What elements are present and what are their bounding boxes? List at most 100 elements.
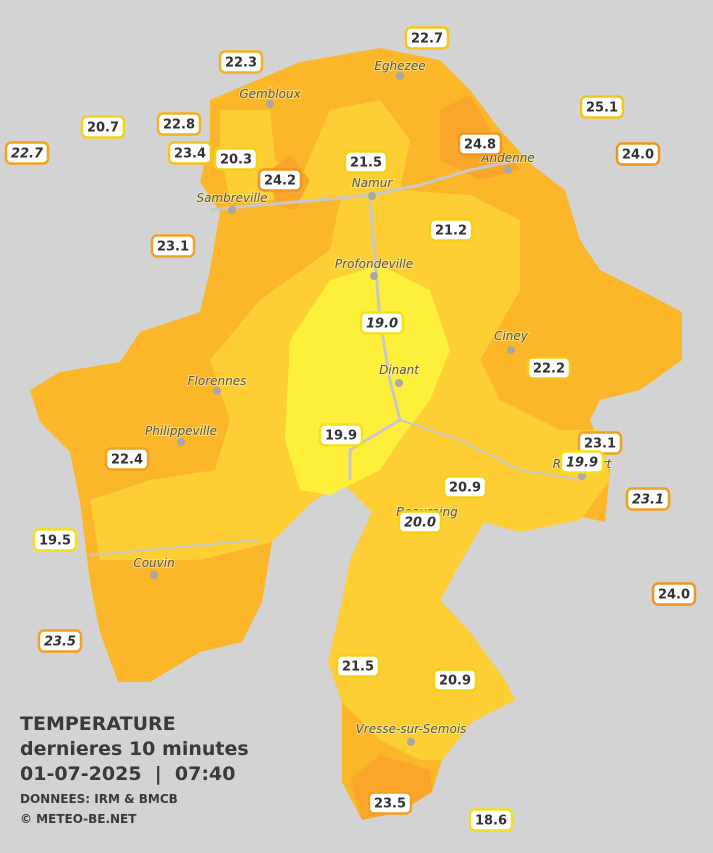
- station-box: [318, 423, 364, 447]
- station-box: [404, 26, 450, 50]
- station-box: [80, 115, 126, 139]
- city-dot: [266, 100, 274, 108]
- city-label: Couvin: [133, 556, 174, 570]
- station-temp: 21.5: [342, 660, 374, 675]
- station-box: [104, 447, 150, 471]
- station-temp: 18.6: [475, 814, 507, 829]
- station-temp: 21.2: [435, 224, 467, 239]
- station: 22.4: [104, 447, 150, 471]
- city-dot: [150, 571, 158, 579]
- station: 19.9: [318, 423, 364, 447]
- source: DONNEES: IRM & BMCB: [20, 792, 178, 806]
- station-box: [397, 510, 443, 534]
- station-temp: 23.4: [174, 147, 206, 162]
- station-temp: 19.9: [566, 456, 598, 471]
- station: 19.9: [559, 450, 605, 474]
- station-box: [457, 132, 503, 156]
- station-temp: 22.4: [111, 453, 143, 468]
- station-temp: 22.7: [411, 32, 443, 47]
- city-dot: [507, 346, 515, 354]
- city-label: Eghezee: [374, 59, 425, 73]
- station: 18.6: [468, 808, 514, 832]
- station-box: [526, 356, 572, 380]
- station-temp: 22.8: [163, 118, 195, 133]
- station-temp: 20.7: [87, 121, 119, 136]
- station-temp: 20.9: [439, 674, 471, 689]
- station: 19.0: [359, 311, 405, 335]
- station-box: [468, 808, 514, 832]
- station: 21.2: [428, 218, 474, 242]
- station-box: [37, 629, 83, 653]
- city-dot: [504, 166, 512, 174]
- station: 21.5: [343, 150, 389, 174]
- station-box: [615, 142, 661, 166]
- station-box: [651, 582, 697, 606]
- station-temp: 19.5: [39, 534, 71, 549]
- station-box: [432, 668, 478, 692]
- city-label: Sambreville: [196, 191, 267, 205]
- city-dot: [395, 379, 403, 387]
- station-temp: 21.5: [350, 156, 382, 171]
- station: 23.5: [37, 629, 83, 653]
- station-box: [218, 50, 264, 74]
- station: 22.3: [218, 50, 264, 74]
- station-temp: 22.2: [533, 362, 565, 377]
- copyright: © METEO-BE.NET: [20, 812, 137, 826]
- station: 24.8: [457, 132, 503, 156]
- station: 20.9: [432, 668, 478, 692]
- station-box: [367, 791, 413, 815]
- station-box: [579, 95, 625, 119]
- station-box: [335, 654, 381, 678]
- station-temp: 24.0: [658, 588, 690, 603]
- station: 22.7: [404, 26, 450, 50]
- station: 23.1: [625, 487, 671, 511]
- river: [348, 194, 402, 480]
- station-temp: 20.9: [449, 481, 481, 496]
- city-label: Dinant: [379, 363, 420, 377]
- station-temp: 20.3: [220, 153, 252, 168]
- city-dot: [213, 387, 221, 395]
- station: 25.1: [579, 95, 625, 119]
- city-dot: [396, 72, 404, 80]
- station-temp: 23.5: [374, 797, 406, 812]
- station: 22.8: [156, 112, 202, 136]
- station-box: [442, 475, 488, 499]
- station-box: [559, 450, 605, 474]
- city-dot: [368, 192, 376, 200]
- subtitle: dernieres 10 minutes: [20, 738, 249, 760]
- river: [399, 419, 581, 481]
- station-box: [156, 112, 202, 136]
- river: [89, 539, 261, 556]
- station-temp: 19.9: [325, 429, 357, 444]
- station-box: [167, 141, 213, 165]
- station: 24.2: [257, 168, 303, 192]
- legend-block: TEMPERATURE dernieres 10 minutes 01-07-2…: [20, 713, 249, 826]
- station-temp: 23.1: [157, 240, 189, 255]
- station-box: [257, 168, 303, 192]
- city-dot: [370, 272, 378, 280]
- station-temp: 23.1: [584, 437, 616, 452]
- station-box: [359, 311, 405, 335]
- station: 22.7: [4, 141, 50, 165]
- station-temp: 24.8: [464, 138, 496, 153]
- city-label: Vresse-sur-Semois: [356, 722, 467, 736]
- station-temp: 22.7: [11, 147, 44, 162]
- station-temp: 19.0: [366, 317, 398, 332]
- city-dot: [228, 206, 236, 214]
- station-box: [625, 487, 671, 511]
- station: 23.5: [367, 791, 413, 815]
- station-box: [343, 150, 389, 174]
- stations: 22.7 22.3 20.7 22.8 22.7 23.4 20.3 24.2 21.5 24.8…: [4, 26, 697, 832]
- city-label: Philippeville: [145, 424, 217, 438]
- station: 23.4: [167, 141, 213, 165]
- city-label: Ciney: [494, 329, 529, 343]
- station: 23.1: [577, 431, 623, 455]
- station: 20.3: [213, 147, 259, 171]
- station: 20.0: [397, 510, 443, 534]
- title: TEMPERATURE: [20, 713, 176, 735]
- station: 21.5: [335, 654, 381, 678]
- city-label: Namur: [352, 176, 394, 190]
- station: 22.2: [526, 356, 572, 380]
- station: 24.0: [651, 582, 697, 606]
